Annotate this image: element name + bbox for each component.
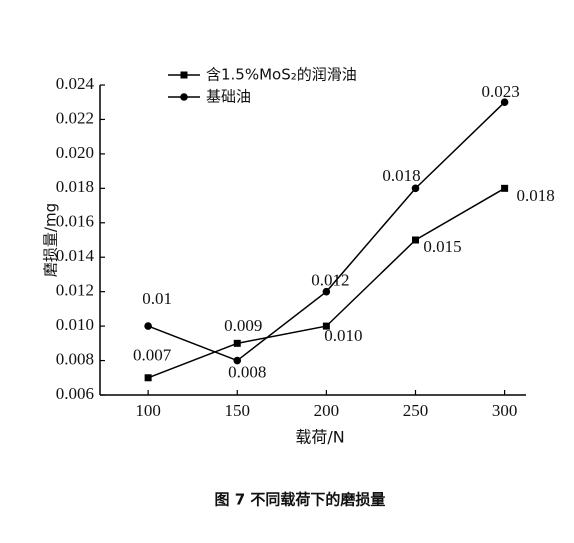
y-tick-label: 0.016 xyxy=(56,212,94,231)
legend-label: 基础油 xyxy=(206,88,251,106)
marker xyxy=(233,339,241,347)
marker xyxy=(322,322,330,330)
data-label: 0.009 xyxy=(224,316,262,335)
data-label: 0.010 xyxy=(324,326,362,345)
x-tick-label: 150 xyxy=(224,401,250,420)
data-label: 0.01 xyxy=(142,289,172,308)
x-tick-label: 100 xyxy=(135,401,161,420)
marker xyxy=(411,236,419,244)
marker xyxy=(322,287,331,296)
marker xyxy=(411,184,420,193)
data-label: 0.023 xyxy=(481,82,519,101)
marker xyxy=(144,374,152,382)
y-tick-label: 0.012 xyxy=(56,281,94,300)
y-tick-label: 0.024 xyxy=(56,74,95,93)
data-label: 0.007 xyxy=(133,346,172,365)
legend-marker xyxy=(180,93,188,101)
y-tick-label: 0.010 xyxy=(56,315,94,334)
marker xyxy=(501,184,509,192)
data-label: 0.012 xyxy=(311,271,349,290)
y-tick-label: 0.018 xyxy=(56,177,94,196)
y-tick-label: 0.008 xyxy=(56,349,94,368)
x-axis-label: 载荷/N xyxy=(295,428,344,447)
marker xyxy=(144,322,152,330)
y-tick-label: 0.014 xyxy=(56,246,95,265)
data-label: 0.015 xyxy=(423,237,461,256)
y-tick-label: 0.006 xyxy=(56,384,94,403)
x-tick-label: 250 xyxy=(403,401,429,420)
series-line xyxy=(147,101,506,362)
x-tick-label: 200 xyxy=(314,401,340,420)
y-tick-label: 0.020 xyxy=(56,143,94,162)
legend-label: 含1.5%MoS₂的润滑油 xyxy=(206,66,357,84)
marker xyxy=(233,356,242,365)
data-label: 0.008 xyxy=(228,362,266,381)
caption: 图 7 不同载荷下的磨损量 xyxy=(215,491,386,509)
x-tick-label: 300 xyxy=(492,401,518,420)
marker xyxy=(500,98,509,107)
y-axis-label: 磨损量/mg xyxy=(42,203,60,277)
data-label: 0.018 xyxy=(382,166,420,185)
y-tick-label: 0.022 xyxy=(56,108,94,127)
data-label: 0.018 xyxy=(516,186,554,205)
legend-marker xyxy=(180,71,188,79)
